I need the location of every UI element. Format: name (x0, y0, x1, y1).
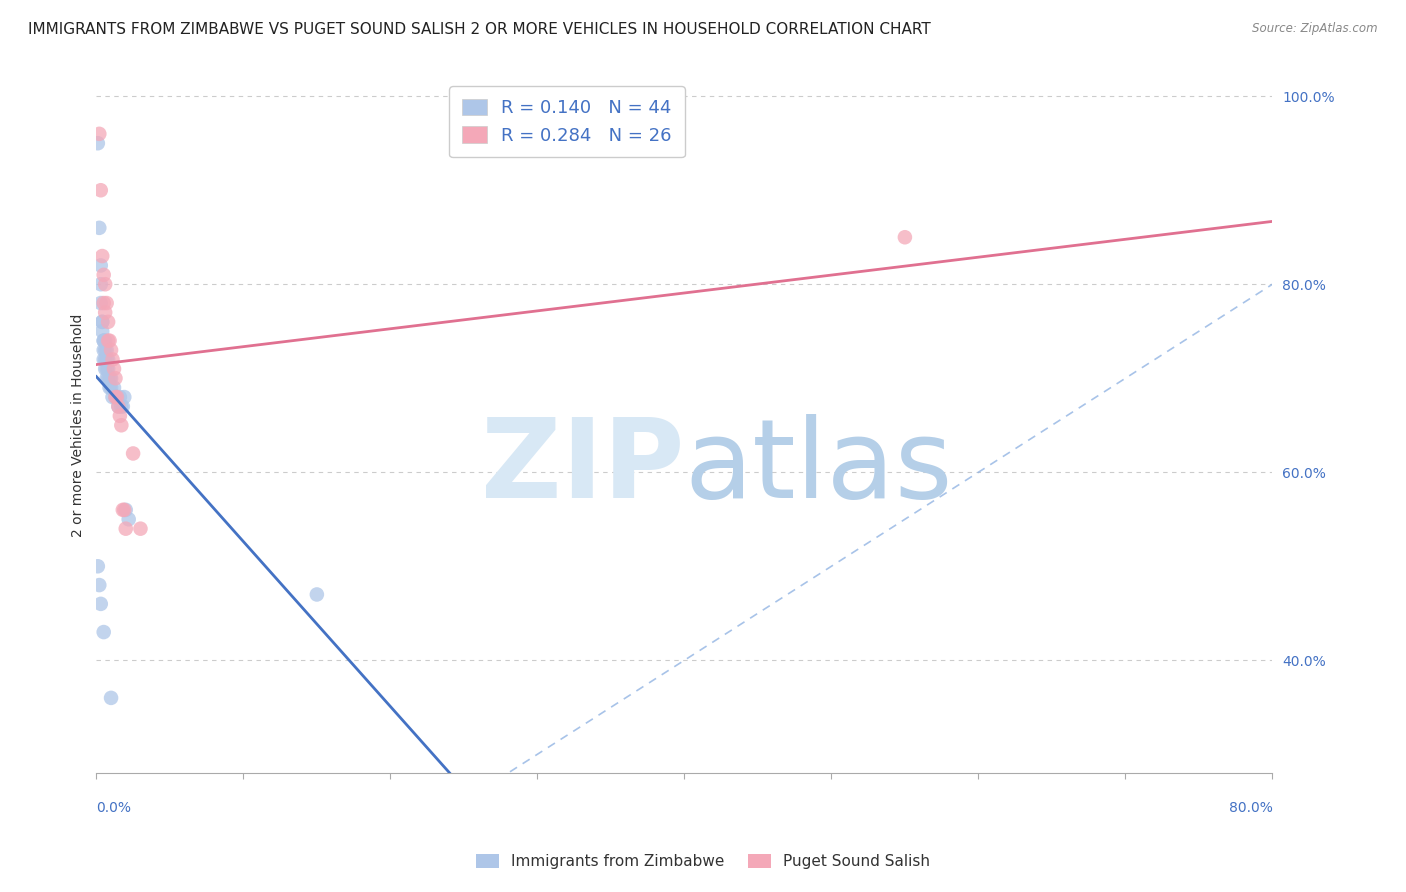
Point (112, 503, 135, 517)
Point (104, 371, 127, 385)
Point (90, 277, 112, 292)
Text: Source: ZipAtlas.com: Source: ZipAtlas.com (1253, 22, 1378, 36)
Point (100, 343, 122, 357)
Point (100, 690, 122, 705)
Point (98, 381, 121, 395)
Point (93, 268, 115, 282)
Point (90, 183, 112, 197)
Point (108, 409, 131, 423)
Point (91, 249, 114, 263)
Point (91, 315, 114, 329)
Point (100, 381, 122, 395)
Point (112, 390, 135, 404)
Point (122, 446, 145, 460)
Point (93, 625, 115, 640)
Point (94, 334, 117, 348)
Point (98, 371, 121, 385)
Point (305, 587, 328, 601)
Point (101, 390, 124, 404)
Point (97, 362, 120, 376)
Point (93, 334, 115, 348)
Point (104, 390, 127, 404)
Point (89, 220, 111, 235)
Point (89, 578, 111, 592)
Text: 80.0%: 80.0% (1229, 801, 1272, 815)
Point (94, 277, 117, 292)
Point (97, 334, 120, 348)
Point (894, 230, 917, 244)
Point (93, 296, 115, 310)
Point (107, 400, 129, 414)
Text: ZIP: ZIP (481, 414, 685, 521)
Point (103, 381, 125, 395)
Point (96, 371, 118, 385)
Point (94, 362, 117, 376)
Y-axis label: 2 or more Vehicles in Household: 2 or more Vehicles in Household (72, 314, 86, 537)
Point (96, 296, 118, 310)
Point (90, 259, 112, 273)
Point (94, 352, 117, 367)
Point (96, 352, 118, 367)
Point (110, 400, 132, 414)
Point (108, 390, 131, 404)
Point (93, 352, 115, 367)
Point (97, 315, 120, 329)
Text: 0.0%: 0.0% (97, 801, 131, 815)
Legend: R = 0.140   N = 44, R = 0.284   N = 26: R = 0.140 N = 44, R = 0.284 N = 26 (449, 87, 685, 157)
Point (91, 315, 114, 329)
Point (90, 296, 112, 310)
Point (91, 324, 114, 338)
Point (97, 371, 120, 385)
Point (98, 334, 121, 348)
Point (93, 334, 115, 348)
Point (96, 362, 118, 376)
Text: IMMIGRANTS FROM ZIMBABWE VS PUGET SOUND SALISH 2 OR MORE VEHICLES IN HOUSEHOLD C: IMMIGRANTS FROM ZIMBABWE VS PUGET SOUND … (28, 22, 931, 37)
Point (100, 371, 122, 385)
Point (90, 597, 112, 611)
Point (103, 362, 125, 376)
Point (111, 400, 134, 414)
Point (118, 512, 141, 526)
Point (101, 352, 124, 367)
Point (89, 127, 111, 141)
Point (114, 522, 136, 536)
Point (105, 390, 128, 404)
Point (96, 343, 118, 357)
Point (94, 343, 117, 357)
Text: atlas: atlas (685, 414, 953, 521)
Point (97, 352, 120, 367)
Point (105, 390, 128, 404)
Point (111, 503, 134, 517)
Point (87, 559, 110, 574)
Point (93, 343, 115, 357)
Point (87, 136, 110, 151)
Point (110, 418, 132, 433)
Point (107, 400, 129, 414)
Point (114, 503, 136, 517)
Point (104, 390, 127, 404)
Point (129, 522, 152, 536)
Point (94, 305, 117, 319)
Legend: Immigrants from Zimbabwe, Puget Sound Salish: Immigrants from Zimbabwe, Puget Sound Sa… (470, 848, 936, 875)
